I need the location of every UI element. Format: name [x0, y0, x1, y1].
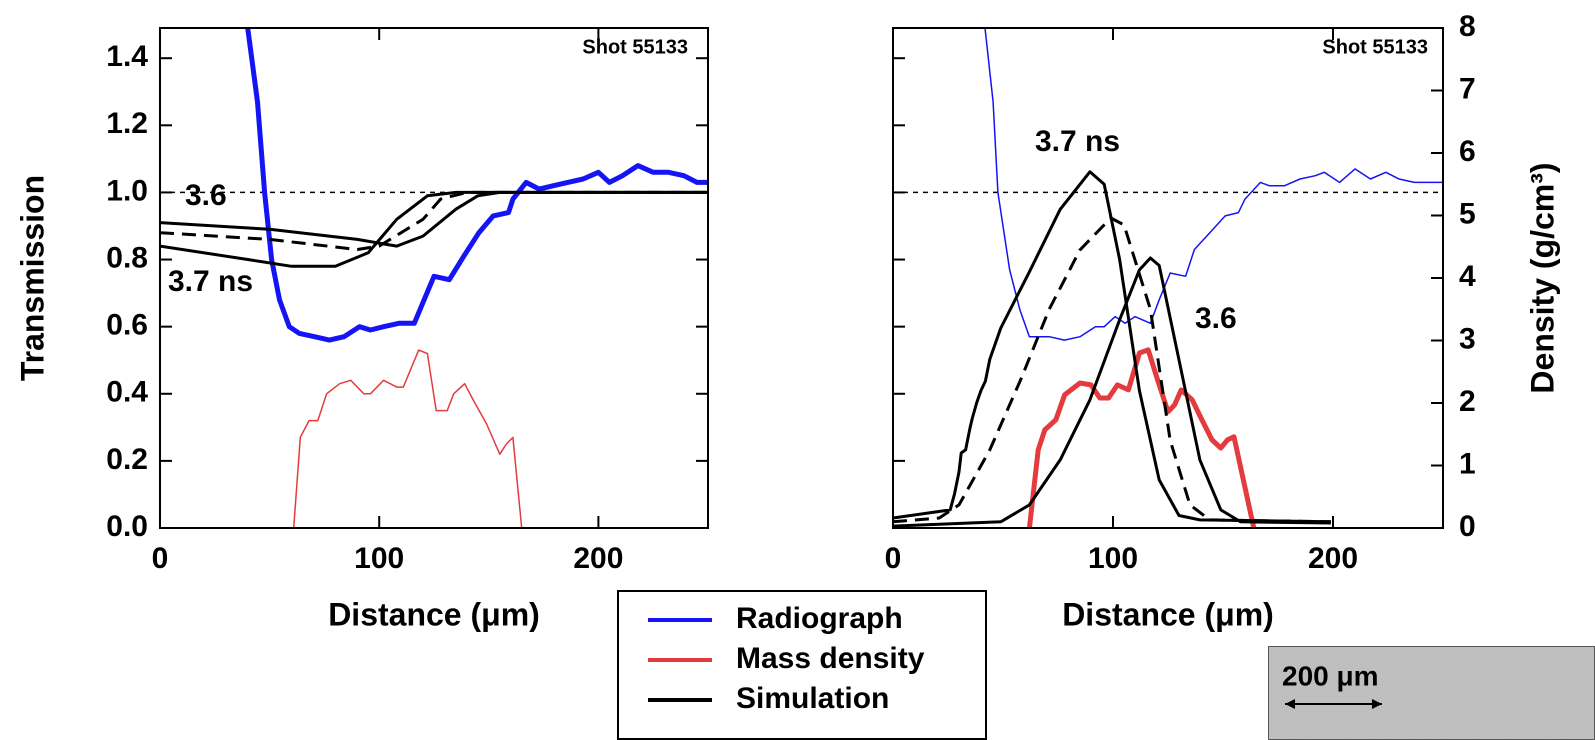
legend-label: Mass density [736, 642, 925, 675]
x-axis-label: Distance (μm) [328, 596, 540, 632]
y-tick-label: 0.6 [106, 309, 148, 342]
panel: 0 100 200 0 1 2 3 4 5 6 7 8 Shot 55133 3.7 ns 3.6 Dista… [885, 10, 1561, 633]
series-line [893, 256, 1331, 528]
y2-tick-label: 1 [1459, 447, 1476, 480]
y2-tick-label: 2 [1459, 385, 1476, 418]
legend: Radiograph Mass density Simulation [617, 590, 987, 740]
y2-tick-label: 0 [1459, 510, 1476, 543]
y-tick-label: 1.2 [106, 107, 148, 140]
panel: 0 100 200 0.0 0.2 0.4 0.6 0.8 1.0 1.2 1.4 Shot 5513… [14, 27, 709, 632]
y2-tick-label: 6 [1459, 135, 1476, 168]
x-tick-label: 0 [885, 542, 902, 575]
series-line [984, 28, 1443, 341]
inset-grain [1268, 646, 1595, 740]
y-axis-label: Transmission [14, 175, 50, 381]
x-tick-label: 100 [354, 542, 404, 575]
series-line [893, 170, 1331, 524]
x-axis-label: Distance (μm) [1062, 596, 1274, 632]
series-line [893, 216, 1331, 524]
y-tick-label: 0.4 [106, 376, 148, 409]
inset-label: 200 μm [1282, 660, 1379, 691]
y2-axis-label: Density (g/cm³) [1524, 162, 1560, 393]
plot-frame [159, 27, 709, 529]
series-line [1026, 347, 1257, 528]
legend-box [617, 590, 987, 740]
legend-label: Radiograph [736, 602, 903, 635]
inset-image: 200 μm [1268, 646, 1595, 740]
annotation: 3.7 ns [168, 265, 253, 298]
y-tick-label: 0.2 [106, 443, 148, 476]
plot-frame [892, 27, 1444, 529]
y-tick-label: 0.8 [106, 241, 148, 274]
y2-tick-label: 3 [1459, 322, 1476, 355]
series-line [160, 190, 708, 251]
scale-arrow-heads [1285, 699, 1382, 709]
y2-tick-label: 7 [1459, 72, 1476, 105]
y-tick-label: 0.0 [106, 510, 148, 543]
y2-tick-label: 5 [1459, 197, 1476, 230]
series-line [160, 190, 708, 268]
annotation: 3.6 [1195, 302, 1237, 335]
y2-tick-label: 4 [1459, 260, 1476, 293]
x-tick-label: 0 [152, 542, 169, 575]
y-tick-label: 1.4 [106, 40, 148, 73]
series-line [292, 349, 523, 528]
annotation: 3.7 ns [1035, 125, 1120, 158]
series-line [245, 28, 708, 343]
y-tick-label: 1.0 [106, 174, 148, 207]
legend-label: Simulation [736, 682, 889, 715]
annotation: Shot 55133 [1322, 36, 1428, 58]
annotation: 3.6 [185, 179, 227, 212]
annotation: Shot 55133 [582, 36, 688, 58]
x-tick-label: 100 [1088, 542, 1138, 575]
y2-tick-label: 8 [1459, 10, 1476, 43]
x-tick-label: 200 [1308, 542, 1358, 575]
x-tick-label: 200 [573, 542, 623, 575]
series-line [160, 190, 708, 248]
